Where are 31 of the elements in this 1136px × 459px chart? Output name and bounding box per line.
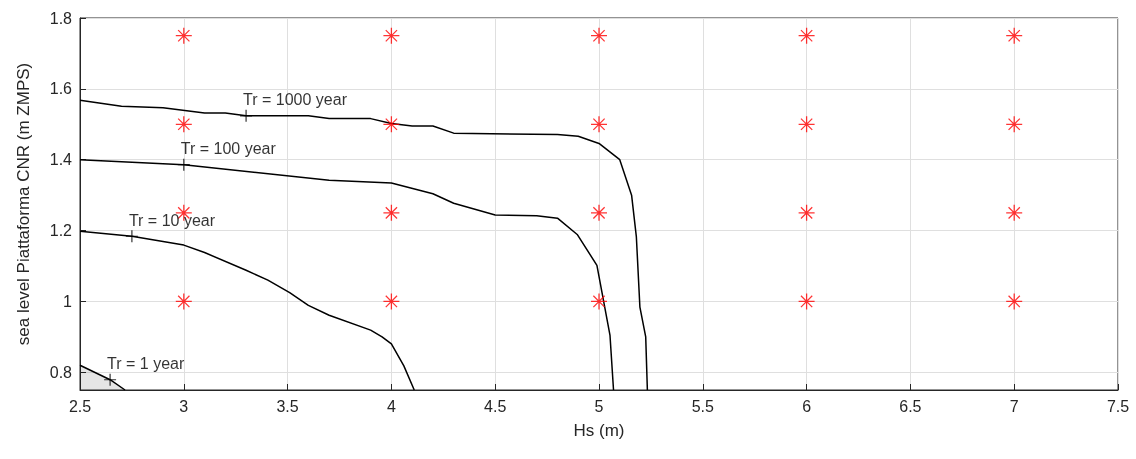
point [591,27,607,44]
x-tick-label: 4 [386,397,396,415]
point [125,230,138,243]
point [591,204,607,221]
point [240,109,253,122]
point [591,116,607,133]
x-tick-label: 7 [1009,397,1019,415]
x-tick-label: 2.5 [68,397,92,415]
y-tick-label: 1.8 [49,9,73,27]
y-tick-label: 1.4 [49,151,73,169]
x-tick-label: 3.5 [276,397,299,415]
y-tick-label: 1 [63,292,73,310]
x-tick-label: 4.5 [484,397,507,415]
x-tick-label: 5.5 [691,397,715,415]
y-tick-label: 1.2 [49,222,73,240]
annotation: Tr = 1000 year [243,91,348,109]
line-series [79,230,415,391]
x-tick-label: 3 [179,397,189,415]
line-series [79,158,615,391]
x-axis-title: Hs (m) [573,421,625,440]
annotation: Tr = 1 year [107,355,185,373]
annotation: Tr = 100 year [180,140,277,158]
x-tick-label: 5 [594,397,604,415]
x-tick-label: 7.5 [1106,397,1130,415]
y-tick-label: 0.8 [49,363,73,381]
y-axis-title: sea level Piattaforma CNR (m ZMPS) [14,62,33,346]
annotation: Tr = 10 year [128,211,216,229]
y-tick-label: 1.6 [49,80,73,98]
point [591,293,607,310]
x-tick-label: 6 [802,397,812,415]
x-tick-label: 6.5 [899,397,922,415]
